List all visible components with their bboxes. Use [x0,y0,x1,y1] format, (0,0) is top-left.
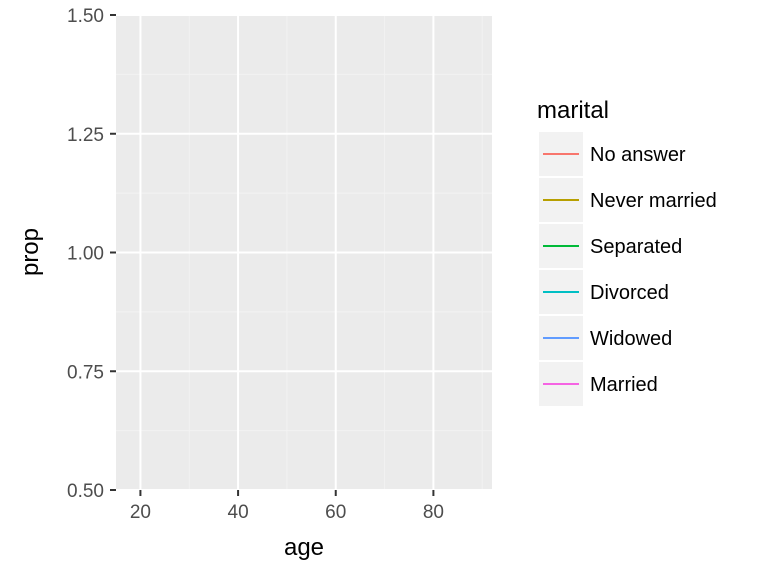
legend-item: Never married [539,178,717,222]
x-axis-title: age [284,534,324,561]
legend-label: Divorced [590,282,669,304]
legend-item: Separated [539,224,682,268]
y-tick-label: 1.00 [67,244,104,265]
legend-label: Widowed [590,328,672,350]
legend-label: Married [590,374,658,396]
legend-item: Married [539,362,658,406]
y-axis-title: prop [17,228,44,276]
legend-item: No answer [539,132,686,176]
y-tick-label: 0.50 [67,481,104,502]
major-gridlines [116,14,492,491]
legend-label: Separated [590,236,682,258]
legend-item: Divorced [539,270,669,314]
x-tick-label: 60 [325,502,346,523]
legend: No answer Never married Separated Divorced W… [539,132,717,406]
y-tick-label: 1.25 [67,125,104,146]
y-axis: 0.50 0.75 1.00 1.25 1.50 [67,6,116,502]
y-tick-label: 0.75 [67,362,104,383]
x-tick-label: 40 [228,502,249,523]
y-tick-label: 1.50 [67,6,104,27]
legend-label: No answer [590,144,686,166]
x-axis: 20 40 60 80 [130,490,444,523]
legend-item: Widowed [539,316,672,360]
x-tick-label: 20 [130,502,151,523]
x-tick-label: 80 [423,502,444,523]
legend-title: marital [537,97,609,124]
legend-label: Never married [590,190,717,212]
